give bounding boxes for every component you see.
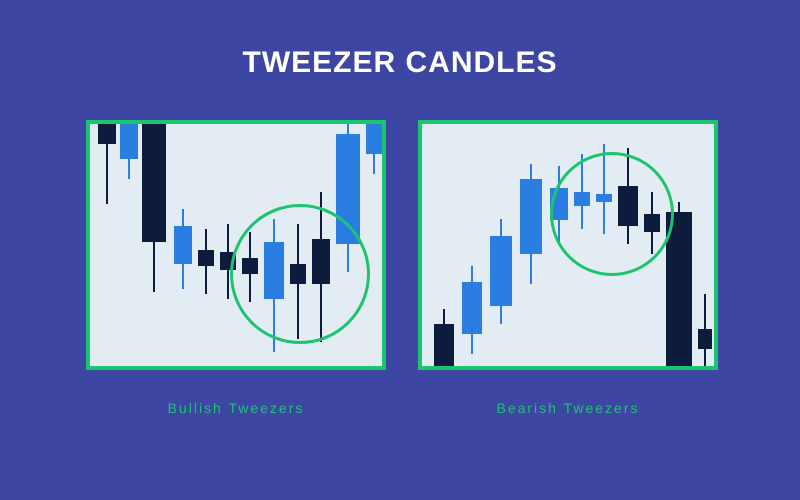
candle-body <box>198 250 214 266</box>
bullish-chart-panel <box>86 120 386 370</box>
candle-body <box>462 282 482 334</box>
candle-body <box>174 226 192 264</box>
candle-body <box>98 124 116 144</box>
candle-body <box>142 124 166 242</box>
highlight-circle <box>550 152 674 276</box>
main-title: TWEEZER CANDLES <box>0 46 800 80</box>
candle-body <box>698 329 712 349</box>
infographic-canvas: TWEEZER CANDLES Bullish Tweezers Bearish… <box>0 0 800 500</box>
highlight-circle <box>230 204 370 344</box>
bearish-caption: Bearish Tweezers <box>418 400 718 416</box>
candle-body <box>490 236 512 306</box>
bullish-caption: Bullish Tweezers <box>86 400 386 416</box>
bearish-chart-panel <box>418 120 718 370</box>
candle-body <box>520 179 542 254</box>
candle-body <box>434 324 454 369</box>
candle-body <box>120 124 138 159</box>
candle-body <box>366 124 382 154</box>
